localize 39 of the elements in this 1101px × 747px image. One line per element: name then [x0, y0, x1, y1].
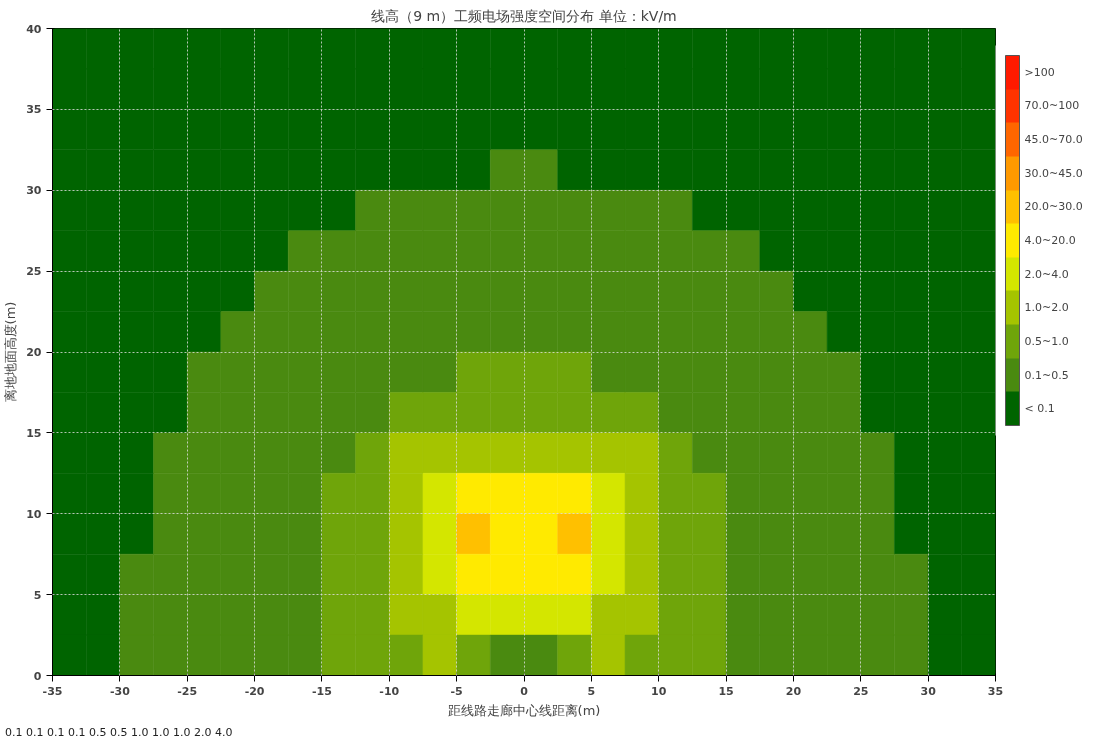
color-bar-label: 45.0~70.0	[1024, 133, 1083, 147]
color-bar-label: 30.0~45.0	[1024, 166, 1083, 180]
y-tick-label: 35	[26, 103, 42, 117]
x-tick-label: 15	[718, 684, 734, 698]
x-tick-label: -25	[177, 684, 198, 698]
text: 0.1 0.1 0.1 0.1 0.5 0.5 1.0 1.0 1.0 2.0 4.0	[5, 726, 233, 739]
color-bar-label: 70.0~100	[1024, 99, 1080, 113]
x-tick-label: -15	[311, 684, 332, 698]
x-tick-label: 10	[651, 684, 667, 698]
color-bar-label: 0.5~1.0	[1024, 334, 1069, 348]
color-bar-label: 0.1~0.5	[1024, 368, 1069, 382]
x-axis-title: 距线路走廊中心线距离(m)	[447, 702, 601, 718]
color-bar-label: >100	[1024, 65, 1055, 79]
chart-title: 线高（9 m）工频电场强度空间分布 单位：kV/m	[371, 7, 677, 24]
x-tick-label: 20	[785, 684, 802, 698]
y-tick-label: 5	[33, 588, 42, 602]
color-bar-label: 20.0~30.0	[1024, 200, 1083, 214]
color-bar-label: 1.0~2.0	[1024, 301, 1069, 315]
y-tick-label: 40	[26, 22, 42, 36]
color-bar-label: < 0.1	[1024, 402, 1055, 416]
x-tick-label: -5	[450, 684, 463, 698]
x-tick-label: -10	[379, 684, 400, 698]
x-tick-label: -20	[244, 684, 265, 698]
y-tick-label: 15	[26, 426, 42, 440]
y-tick-label: 10	[26, 507, 42, 521]
y-tick-label: 20	[26, 346, 42, 359]
color-bar-label: 2.0~4.0	[1024, 267, 1069, 281]
x-tick-label: -30	[109, 684, 131, 698]
x-tick-label: -35	[42, 684, 63, 698]
y-tick-label: 0	[33, 669, 42, 683]
x-tick-label: 0	[520, 684, 529, 698]
color-bar-label: 4.0~20.0	[1024, 234, 1076, 247]
y-axis-title: 离地地面高度(m)	[3, 301, 19, 403]
x-tick-label: 30	[920, 684, 937, 698]
y-tick-label: 30	[26, 184, 42, 198]
y-tick-label: 25	[26, 265, 42, 279]
x-tick-label: 5	[587, 684, 596, 698]
x-tick-label: 35	[987, 684, 1004, 698]
x-tick-label: 25	[853, 684, 869, 698]
